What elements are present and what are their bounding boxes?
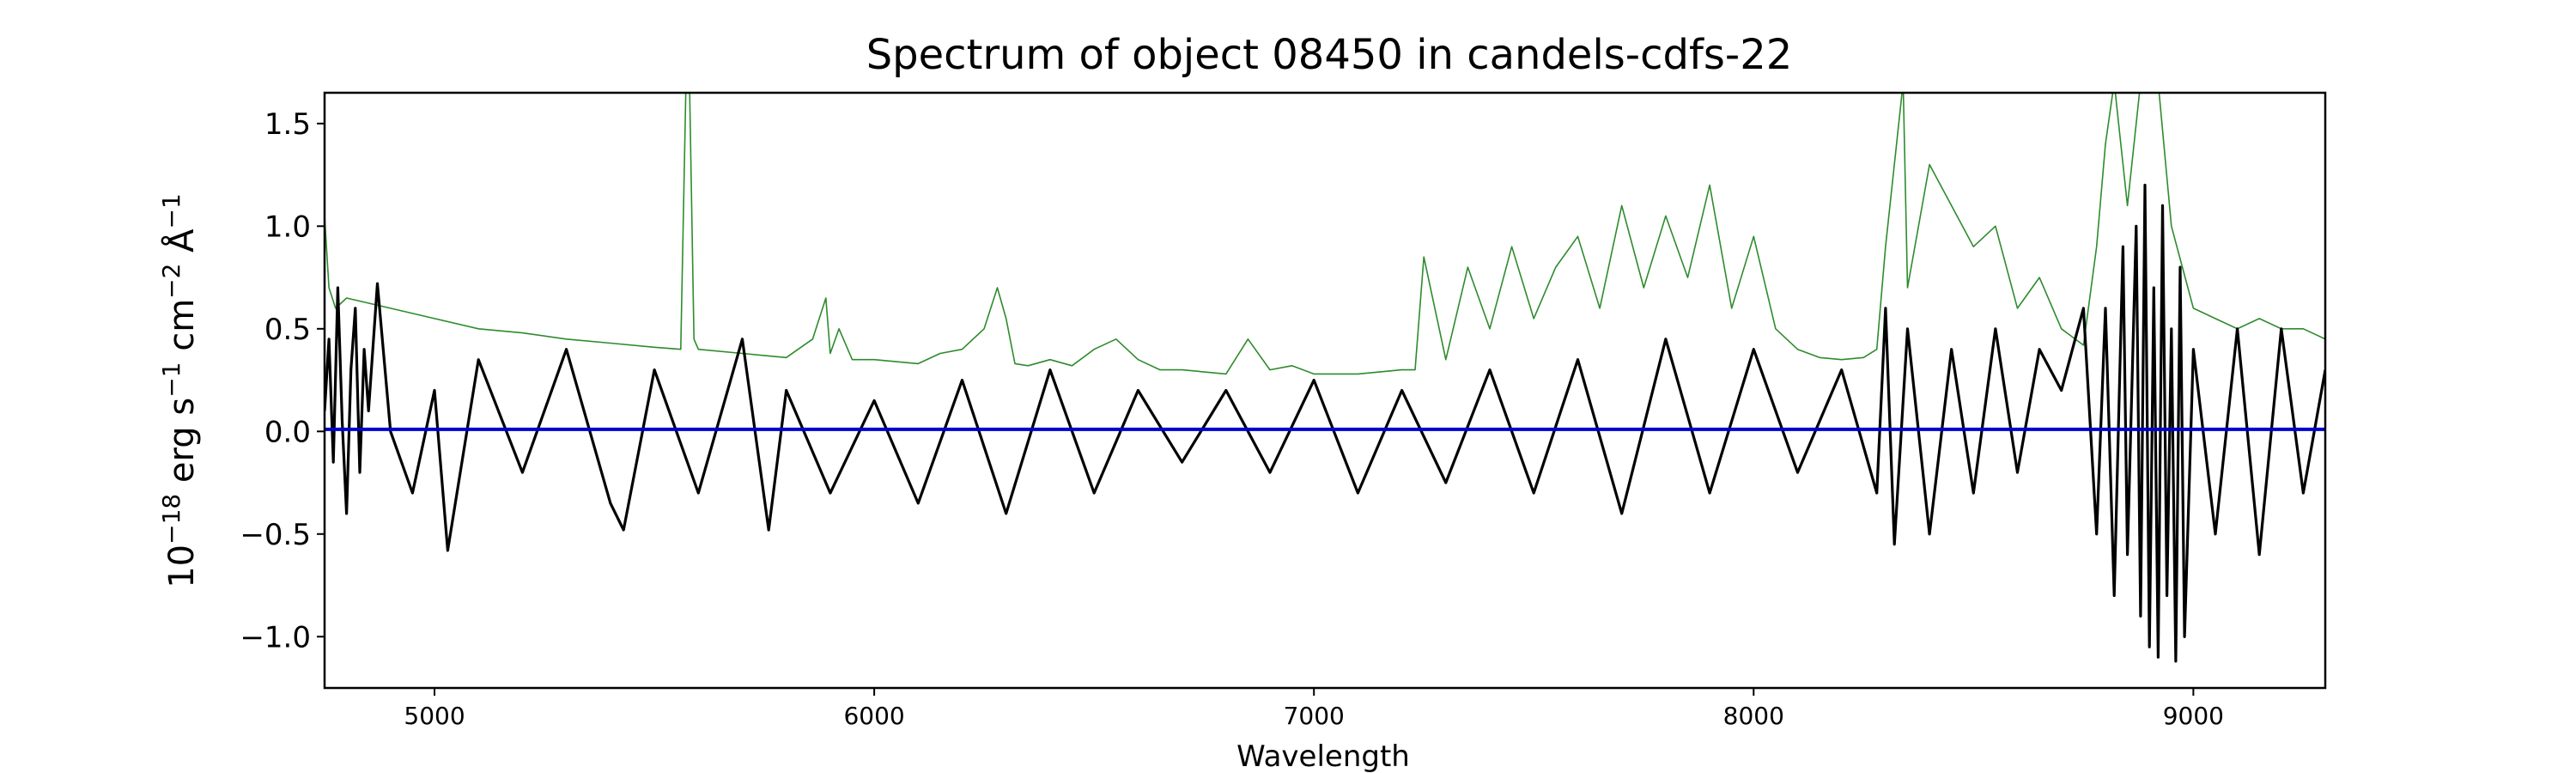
x-tick-label: 5000 xyxy=(404,702,465,730)
y-tick-label: 1.5 xyxy=(264,107,311,142)
x-axis: 5000 6000 7000 8000 9000 xyxy=(404,688,2224,730)
y-tick-label: 0.5 xyxy=(264,313,311,347)
y-tick-label: 0.0 xyxy=(264,415,311,449)
flux-series-line xyxy=(325,183,2325,663)
noise-series-line xyxy=(325,93,2325,375)
plot-frame xyxy=(323,91,2327,690)
x-tick-label: 6000 xyxy=(843,702,904,730)
y-axis-label: 10−18 erg s−1 cm−2 Å−1 xyxy=(157,193,202,588)
y-tick-label: 1.0 xyxy=(264,210,311,244)
y-tick-label: −1.0 xyxy=(240,620,311,654)
plot-area xyxy=(325,93,2325,663)
x-tick-label: 9000 xyxy=(2163,702,2224,730)
x-axis-label: Wavelength xyxy=(1236,740,1410,773)
y-tick-label: −0.5 xyxy=(240,518,311,552)
y-axis: −1.0 −0.5 0.0 0.5 1.0 1.5 xyxy=(240,107,325,654)
x-tick-label: 8000 xyxy=(1723,702,1784,730)
chart-title: Spectrum of object 08450 in candels-cdfs… xyxy=(866,31,1793,79)
x-tick-label: 7000 xyxy=(1284,702,1345,730)
